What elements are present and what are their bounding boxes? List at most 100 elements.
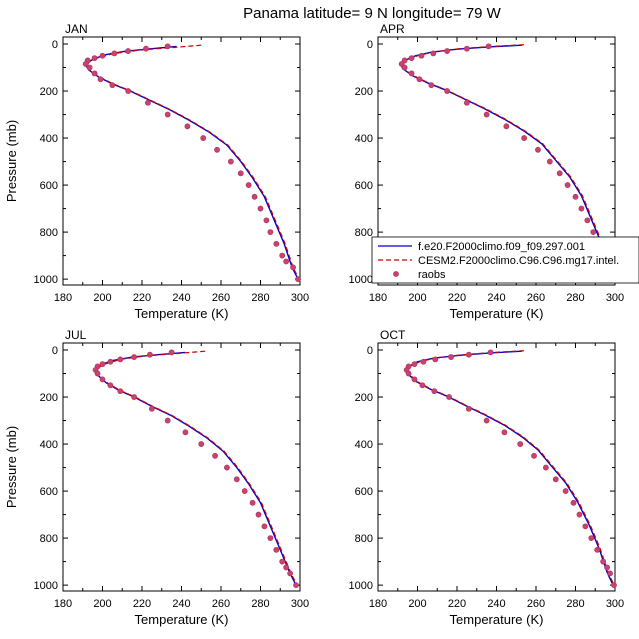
- panel-oct: OCT 180 200 220 240 260 280 300 0 200 400 600 800 100…: [349, 328, 625, 627]
- raobs-point: [86, 64, 93, 71]
- series-cesm2-line: [406, 350, 615, 586]
- legend-entry-label: CESM2.F2000climo.C96.C96.mg17.intel.: [418, 255, 619, 267]
- raobs-point: [164, 417, 171, 424]
- raobs-point: [564, 182, 571, 188]
- raobs-point: [145, 99, 151, 106]
- raobs-point: [283, 564, 290, 571]
- legend: f.e20.F2000climo.f09_f09.297.001 CESM2.F2…: [371, 236, 639, 284]
- raobs-point: [419, 382, 426, 389]
- x-axis-label: Temperature (K): [135, 306, 229, 321]
- raobs-point: [91, 70, 98, 77]
- x-tick-label: 300: [606, 292, 624, 304]
- raobs-point: [411, 376, 418, 383]
- raobs-point: [535, 146, 541, 153]
- raobs-point: [562, 488, 569, 494]
- raobs-point: [263, 217, 270, 224]
- y-tick-label: 0: [367, 345, 373, 357]
- series-raobs: [82, 43, 301, 283]
- series-cesm2-line: [85, 44, 300, 280]
- raobs-point: [405, 370, 412, 377]
- x-tick-label: 220: [448, 598, 466, 610]
- raobs-point: [465, 351, 472, 358]
- raobs-point: [418, 52, 425, 59]
- x-axis-label: Temperature (K): [450, 612, 544, 627]
- raobs-point: [261, 523, 268, 530]
- raobs-point: [249, 499, 256, 506]
- raobs-point: [465, 405, 472, 412]
- y-axis-label: Pressure (mb): [4, 120, 19, 202]
- legend-entry-label: f.e20.F2000climo.f09_f09.297.001: [418, 241, 585, 253]
- raobs-point: [546, 158, 553, 165]
- raobs-point: [273, 546, 280, 553]
- raobs-point: [146, 351, 153, 358]
- raobs-point: [600, 558, 607, 565]
- y-tick-label: 0: [52, 345, 58, 357]
- x-tick-label: 280: [251, 598, 269, 610]
- series-raobs: [398, 43, 618, 283]
- y-tick-label: 800: [40, 533, 58, 545]
- y-tick-label: 800: [40, 227, 58, 239]
- raobs-point: [290, 264, 296, 271]
- x-tick-label: 300: [606, 598, 624, 610]
- raobs-point: [279, 252, 286, 259]
- raobs-point: [267, 535, 274, 541]
- x-tick-label: 240: [172, 598, 190, 610]
- y-tick-label: 600: [355, 180, 373, 192]
- raobs-point: [131, 354, 137, 360]
- series-f-e20-line: [84, 45, 299, 280]
- y-tick-label: 1000: [34, 580, 58, 592]
- raobs-point: [578, 205, 585, 212]
- plot-frame: [62, 342, 301, 592]
- raobs-point: [212, 452, 218, 459]
- raobs-point: [552, 476, 559, 483]
- raobs-point: [293, 582, 299, 589]
- x-tick-label: 200: [408, 292, 426, 304]
- raobs-point: [463, 99, 470, 106]
- raobs-point: [117, 356, 124, 363]
- raobs-point: [164, 111, 171, 118]
- raobs-point: [214, 146, 220, 153]
- y-tick-label: 200: [40, 86, 58, 98]
- raobs-point: [483, 417, 490, 424]
- y-tick-label: 200: [40, 392, 58, 404]
- raobs-point: [273, 240, 280, 247]
- raobs-point: [82, 61, 89, 67]
- raobs-point: [542, 464, 549, 471]
- raobs-point: [446, 394, 452, 400]
- raobs-point: [111, 50, 118, 57]
- x-tick-label: 180: [369, 598, 387, 610]
- raobs-point: [283, 258, 290, 265]
- raobs-point: [143, 45, 149, 52]
- raobs-point: [109, 82, 116, 89]
- series-raobs: [403, 349, 617, 589]
- raobs-point: [604, 564, 610, 571]
- raobs-point: [531, 452, 537, 459]
- raobs-point: [576, 511, 583, 518]
- raobs-point: [408, 70, 415, 77]
- raobs-point: [483, 111, 490, 118]
- raobs-point: [99, 376, 106, 383]
- panel-apr: APR 180 200 220 240 260 280 300 0 200 400 600 800 100…: [349, 22, 625, 321]
- raobs-point: [125, 88, 132, 94]
- raobs-point: [607, 570, 613, 577]
- x-tick-label: 280: [251, 292, 269, 304]
- y-tick-label: 1000: [349, 580, 373, 592]
- x-tick-label: 180: [54, 292, 72, 304]
- legend-entry-label: raobs: [418, 269, 446, 281]
- raobs-point: [401, 64, 408, 71]
- x-tick-label: 220: [448, 292, 466, 304]
- panel-label: APR: [380, 22, 405, 36]
- raobs-point: [444, 48, 451, 54]
- y-tick-label: 1000: [349, 274, 373, 286]
- raobs-point: [279, 558, 286, 565]
- x-tick-label: 200: [408, 598, 426, 610]
- raobs-point: [97, 76, 104, 83]
- raobs-point: [267, 229, 274, 235]
- raobs-point: [463, 45, 470, 52]
- figure-title: Panama latitude= 9 N longitude= 79 W: [243, 5, 502, 22]
- y-tick-label: 0: [367, 39, 373, 51]
- plot-frame: [62, 36, 301, 286]
- panel-label: JUL: [65, 328, 87, 342]
- raobs-point: [117, 388, 124, 395]
